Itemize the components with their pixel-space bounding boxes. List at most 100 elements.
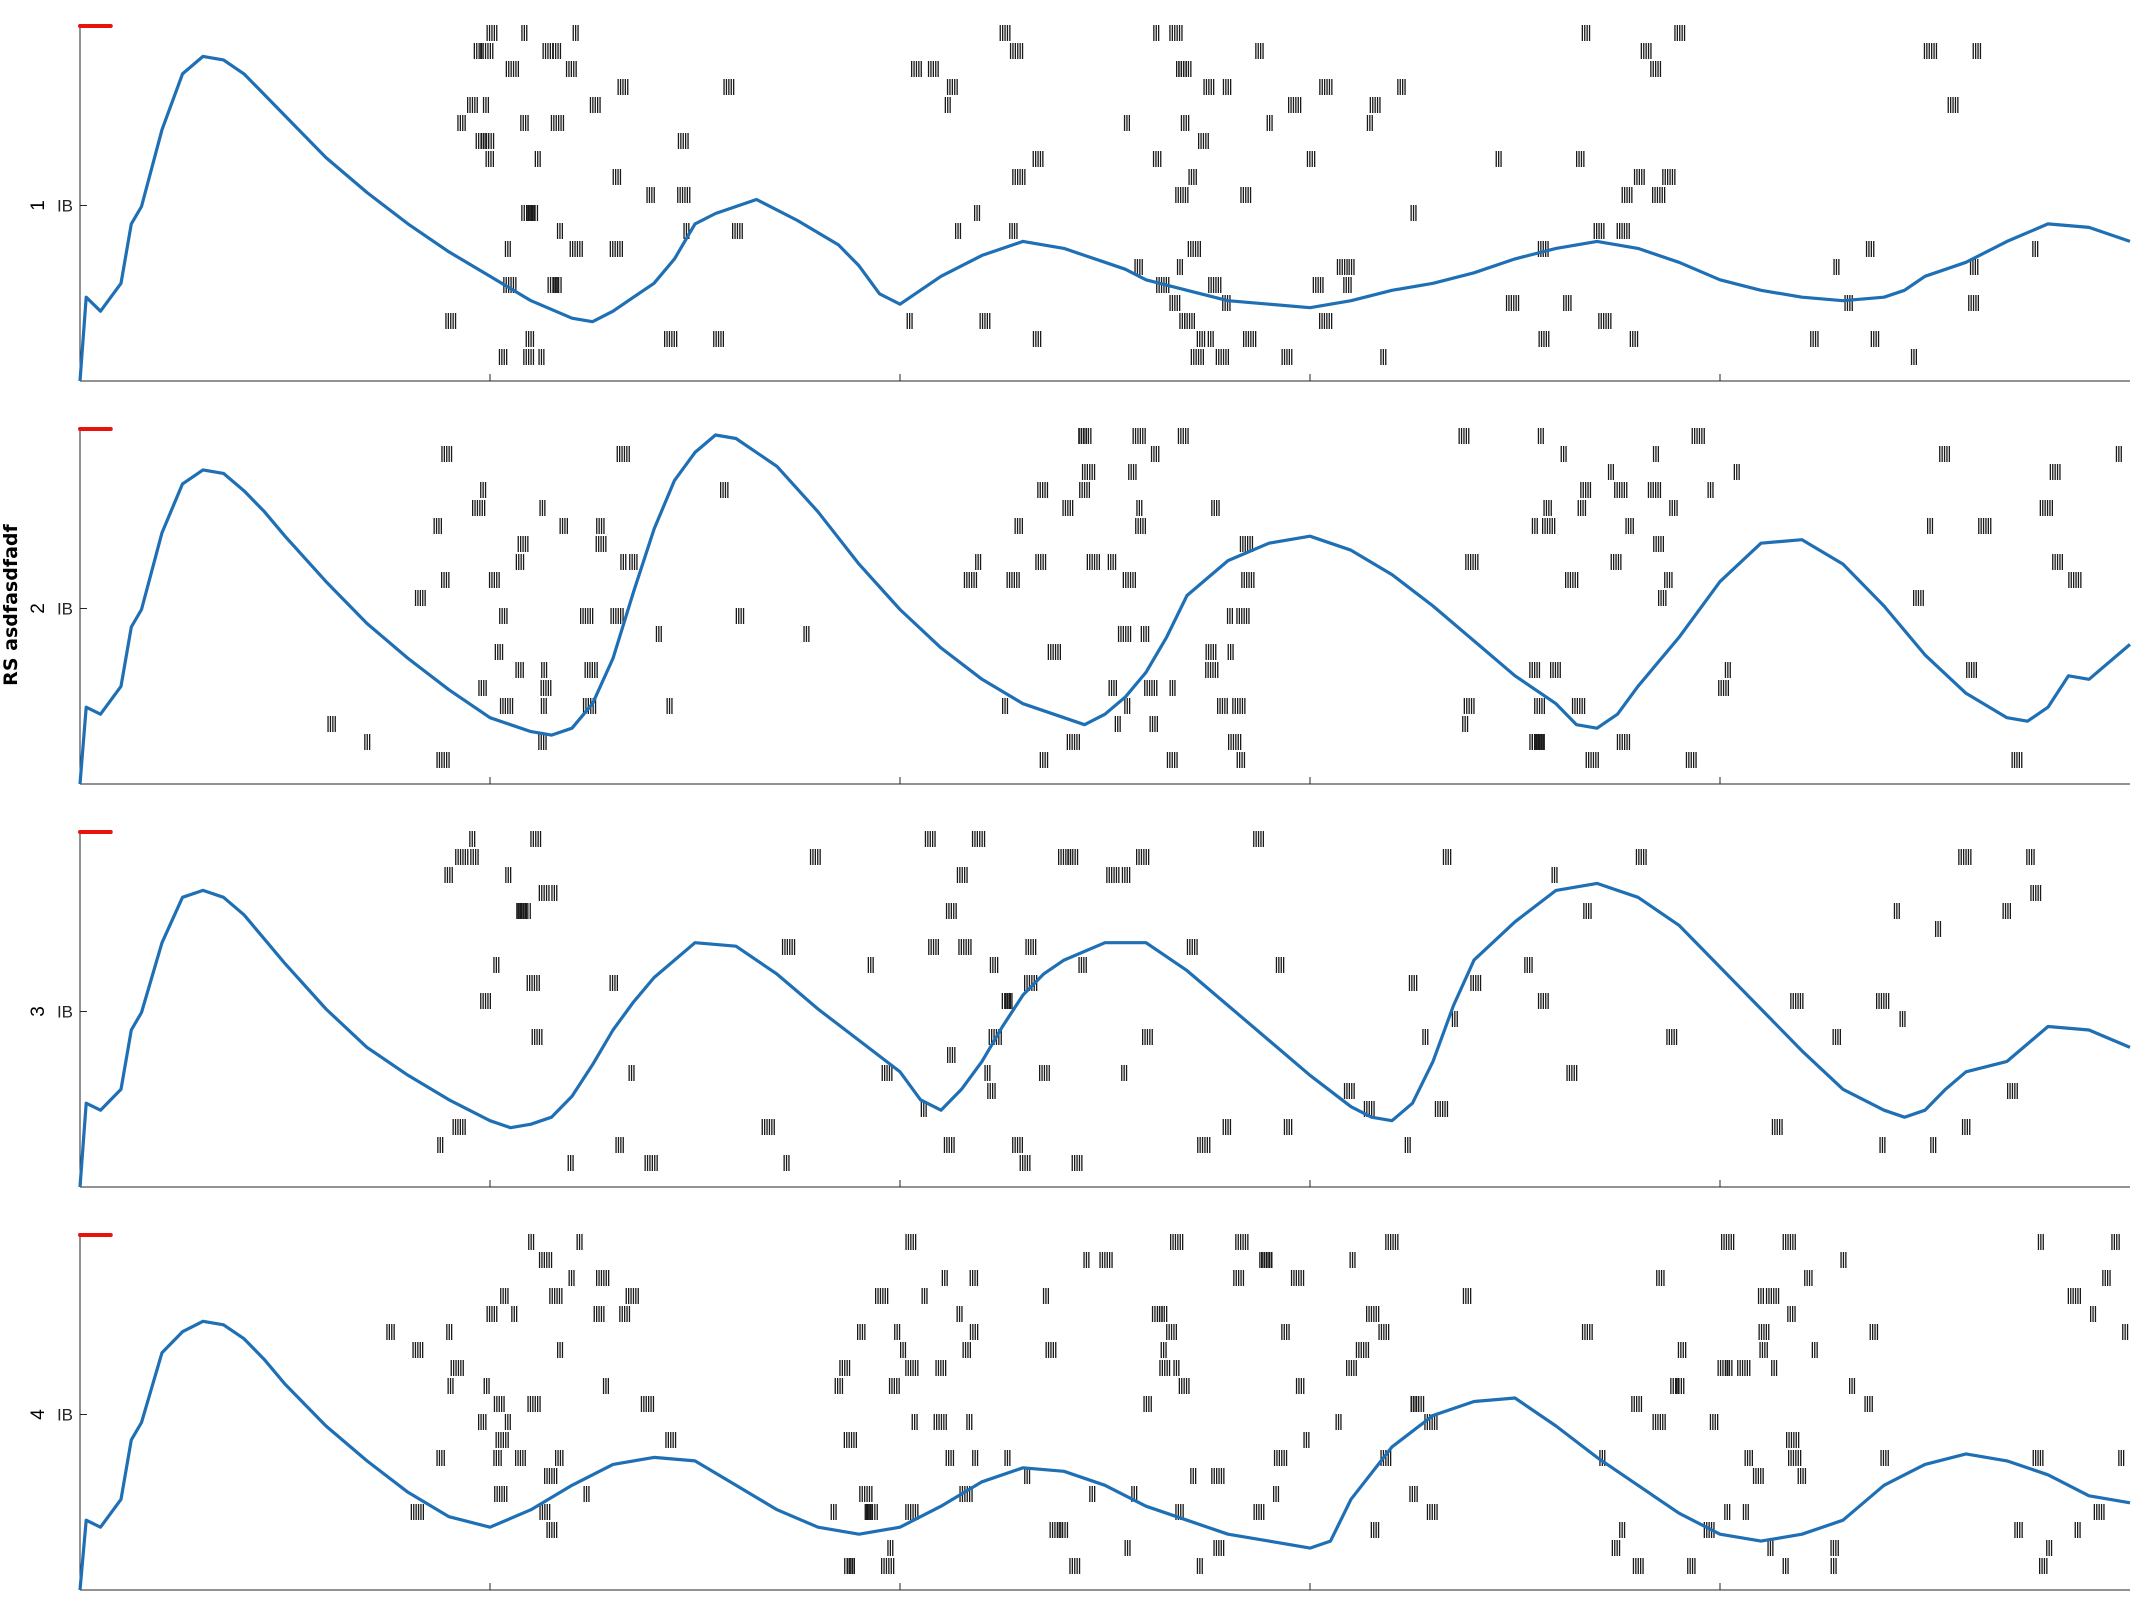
- spike: [624, 1306, 626, 1322]
- y-tick-label: IB: [57, 1003, 73, 1022]
- spike: [1768, 1288, 1770, 1304]
- spike: [1326, 313, 1328, 329]
- spike: [949, 79, 951, 95]
- spike: [558, 277, 560, 293]
- spike: [1636, 1396, 1638, 1412]
- spike: [1071, 1558, 1073, 1574]
- spike: [1262, 831, 1264, 847]
- spike: [539, 1504, 541, 1520]
- spike: [1802, 1468, 1804, 1484]
- spike: [1935, 43, 1938, 59]
- spike: [1411, 1486, 1413, 1502]
- spike: [977, 554, 979, 570]
- spike: [424, 590, 426, 606]
- spike: [485, 97, 487, 113]
- spike: [1800, 1450, 1802, 1466]
- spike: [1604, 1450, 1606, 1466]
- spike: [386, 1324, 388, 1340]
- spike: [1724, 662, 1727, 678]
- spike: [1166, 1306, 1168, 1322]
- spike: [1724, 1360, 1726, 1376]
- spike: [502, 1432, 504, 1448]
- spike: [1842, 1252, 1845, 1268]
- spike: [1195, 1468, 1197, 1484]
- spike: [1479, 975, 1482, 991]
- spike: [1232, 698, 1234, 714]
- spike: [1212, 331, 1214, 347]
- spike: [1746, 1450, 1749, 1466]
- spike: [487, 151, 490, 167]
- spike: [1159, 1360, 1161, 1376]
- spike: [498, 1486, 501, 1502]
- spike: [1221, 698, 1224, 714]
- spike: [935, 61, 937, 77]
- spike: [917, 1504, 919, 1520]
- spike: [668, 698, 671, 714]
- spike: [1017, 43, 1019, 59]
- spike: [471, 831, 473, 847]
- spike: [1597, 752, 1599, 768]
- spike: [1242, 536, 1244, 552]
- spike: [533, 975, 536, 991]
- spike: [1164, 1360, 1166, 1376]
- spike: [1679, 25, 1681, 41]
- spike: [1151, 1306, 1154, 1322]
- spike: [1961, 1119, 1964, 1135]
- spike: [1261, 1252, 1263, 1268]
- spike: [979, 554, 982, 570]
- spike: [478, 680, 480, 696]
- spike: [1148, 1396, 1150, 1412]
- spike: [1042, 1288, 1045, 1304]
- spike: [1245, 187, 1247, 203]
- spike: [420, 1504, 422, 1520]
- spike: [1588, 25, 1591, 41]
- spike: [644, 1155, 646, 1171]
- spike: [2052, 554, 2054, 570]
- spike: [680, 133, 682, 149]
- spike: [502, 698, 504, 714]
- spike: [515, 277, 517, 293]
- spike: [1839, 1029, 1841, 1045]
- spike: [1065, 849, 1067, 865]
- spike: [885, 1558, 888, 1574]
- spike: [1567, 295, 1570, 311]
- spike: [1300, 97, 1302, 113]
- spike: [955, 903, 957, 919]
- spike: [1196, 939, 1198, 955]
- spike: [1340, 1414, 1342, 1430]
- spike: [1112, 554, 1114, 570]
- spike: [1779, 1119, 1781, 1135]
- spike: [1584, 1324, 1586, 1340]
- spike: [557, 1342, 559, 1358]
- spike: [436, 752, 438, 768]
- spike: [525, 331, 527, 347]
- spike: [1067, 849, 1069, 865]
- spike: [528, 349, 530, 365]
- spike: [976, 831, 978, 847]
- spike: [1371, 1101, 1373, 1117]
- spike: [1237, 734, 1239, 750]
- spike: [1683, 1378, 1685, 1394]
- spike: [494, 1486, 496, 1502]
- spike: [881, 1558, 883, 1574]
- spike: [1253, 831, 1255, 847]
- spike: [1197, 1137, 1199, 1153]
- spike: [1079, 482, 1081, 498]
- spike: [600, 536, 602, 552]
- spike: [1283, 1324, 1285, 1340]
- spike: [1046, 752, 1049, 768]
- spike: [482, 482, 484, 498]
- spike: [891, 1065, 893, 1081]
- spike: [1409, 1486, 1411, 1502]
- spike: [841, 1378, 844, 1394]
- spike: [1085, 957, 1087, 973]
- spike: [1759, 1342, 1761, 1358]
- spike: [1314, 151, 1316, 167]
- spike: [2054, 464, 2056, 480]
- spike: [1800, 1468, 1802, 1484]
- spike: [1350, 277, 1352, 293]
- spike: [1928, 43, 1930, 59]
- spike: [438, 1450, 441, 1466]
- spike: [617, 79, 619, 95]
- spike: [619, 241, 621, 257]
